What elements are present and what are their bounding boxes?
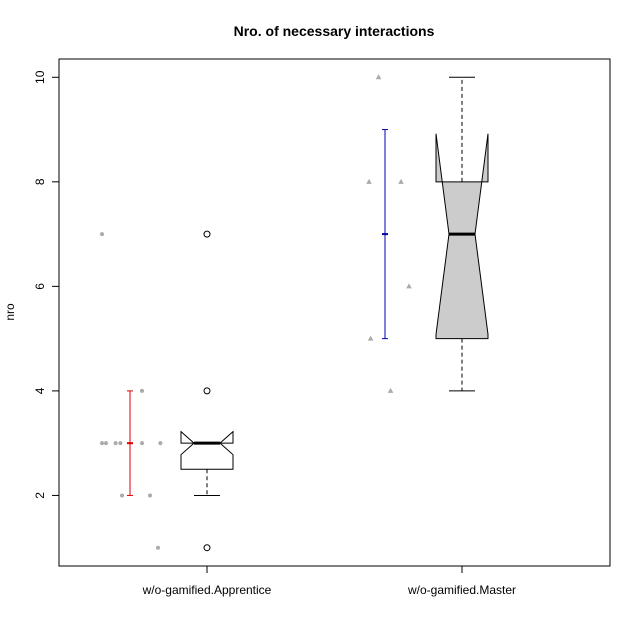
group-2 — [366, 74, 489, 393]
y-tick-label: 4 — [33, 387, 47, 394]
data-point — [140, 388, 144, 393]
y-axis: 2 4 6 8 10 — [33, 70, 60, 499]
x-axis: w/o-gamified.Apprentice w/o-gamified.Mast… — [142, 566, 516, 597]
plot-frame — [58, 58, 611, 567]
y-tick-label: 8 — [33, 178, 47, 185]
outlier-point — [203, 230, 211, 238]
chart-title: Nro. of necessary interactions — [234, 23, 435, 39]
data-point — [387, 387, 394, 393]
data-point — [366, 178, 372, 184]
y-tick-label: 10 — [33, 70, 47, 84]
data-point — [140, 441, 144, 446]
data-point — [148, 493, 152, 498]
notched-box — [180, 430, 234, 470]
x-tick-label: w/o-gamified.Master — [407, 583, 516, 597]
data-point — [156, 545, 160, 550]
x-tick-label: w/o-gamified.Apprentice — [142, 583, 272, 597]
data-point — [398, 178, 404, 184]
groups-layer — [100, 74, 489, 552]
group-1 — [100, 230, 234, 552]
data-point — [120, 493, 124, 498]
data-point — [406, 283, 412, 289]
data-point — [113, 441, 118, 446]
data-point — [100, 441, 104, 446]
outlier-point — [203, 544, 211, 552]
y-tick-label: 2 — [33, 492, 47, 499]
data-point — [100, 232, 104, 237]
notched-box — [435, 133, 489, 340]
y-tick-label: 6 — [33, 283, 47, 290]
data-point — [375, 74, 382, 80]
data-point — [118, 441, 123, 446]
data-point — [367, 335, 374, 341]
y-axis-label: nro — [3, 303, 17, 321]
outlier-point — [203, 387, 211, 395]
data-point — [104, 441, 108, 446]
data-point — [158, 441, 163, 446]
